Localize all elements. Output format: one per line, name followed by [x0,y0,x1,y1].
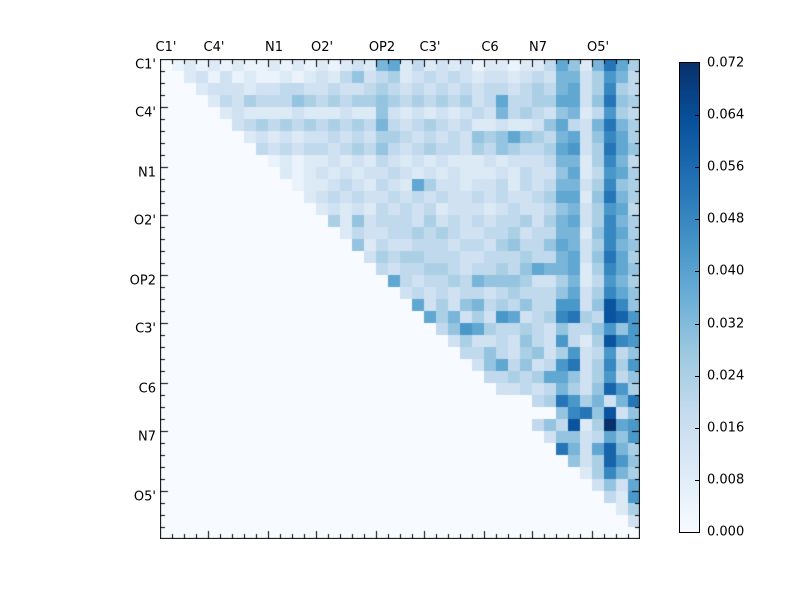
y-tick-label: C3' [135,321,156,337]
y-tick-label: C1' [135,57,156,73]
colorbar-tick [695,323,699,325]
colorbar-tick [695,479,699,481]
colorbar-tick [695,219,699,221]
heatmap-canvas [160,59,640,539]
y-tick-label: O5' [133,489,156,505]
colorbar-tick [695,271,699,273]
colorbar-tick-label: 0.056 [707,159,745,175]
x-tick-label: O2' [310,40,334,55]
colorbar-tick [695,115,699,117]
colorbar-tick-label: 0.024 [707,368,745,384]
x-tick-label: C4' [203,40,225,55]
y-tick-label: N1 [138,165,156,181]
y-tick-label: C4' [135,105,156,121]
colorbar-tick-label: 0.000 [707,524,745,540]
x-tick-label: C6 [481,40,499,55]
colorbar-tick-label: 0.048 [707,211,745,227]
y-tick-label: N7 [138,429,156,445]
colorbar-tick-label: 0.032 [707,316,745,332]
x-tick-label: C1' [155,40,177,55]
colorbar-tick [695,375,699,377]
colorbar-tick-label: 0.064 [707,107,745,123]
colorbar [679,62,700,533]
x-tick-label: N1 [265,40,283,55]
colorbar-tick [695,167,699,169]
colorbar-tick-label: 0.008 [707,472,745,488]
y-tick-label: O2' [133,213,156,229]
x-tick-label: O5' [586,40,610,55]
colorbar-tick-label: 0.016 [707,420,745,436]
y-tick-label: OP2 [129,273,156,289]
x-tick-label: OP2 [368,40,396,55]
colorbar-tick-label: 0.072 [707,55,745,71]
x-tick-label: N7 [529,40,547,55]
colorbar-tick-label: 0.040 [707,263,745,279]
y-tick-label: C6 [138,381,156,397]
x-tick-label: C3' [419,40,441,55]
colorbar-tick [695,427,699,429]
